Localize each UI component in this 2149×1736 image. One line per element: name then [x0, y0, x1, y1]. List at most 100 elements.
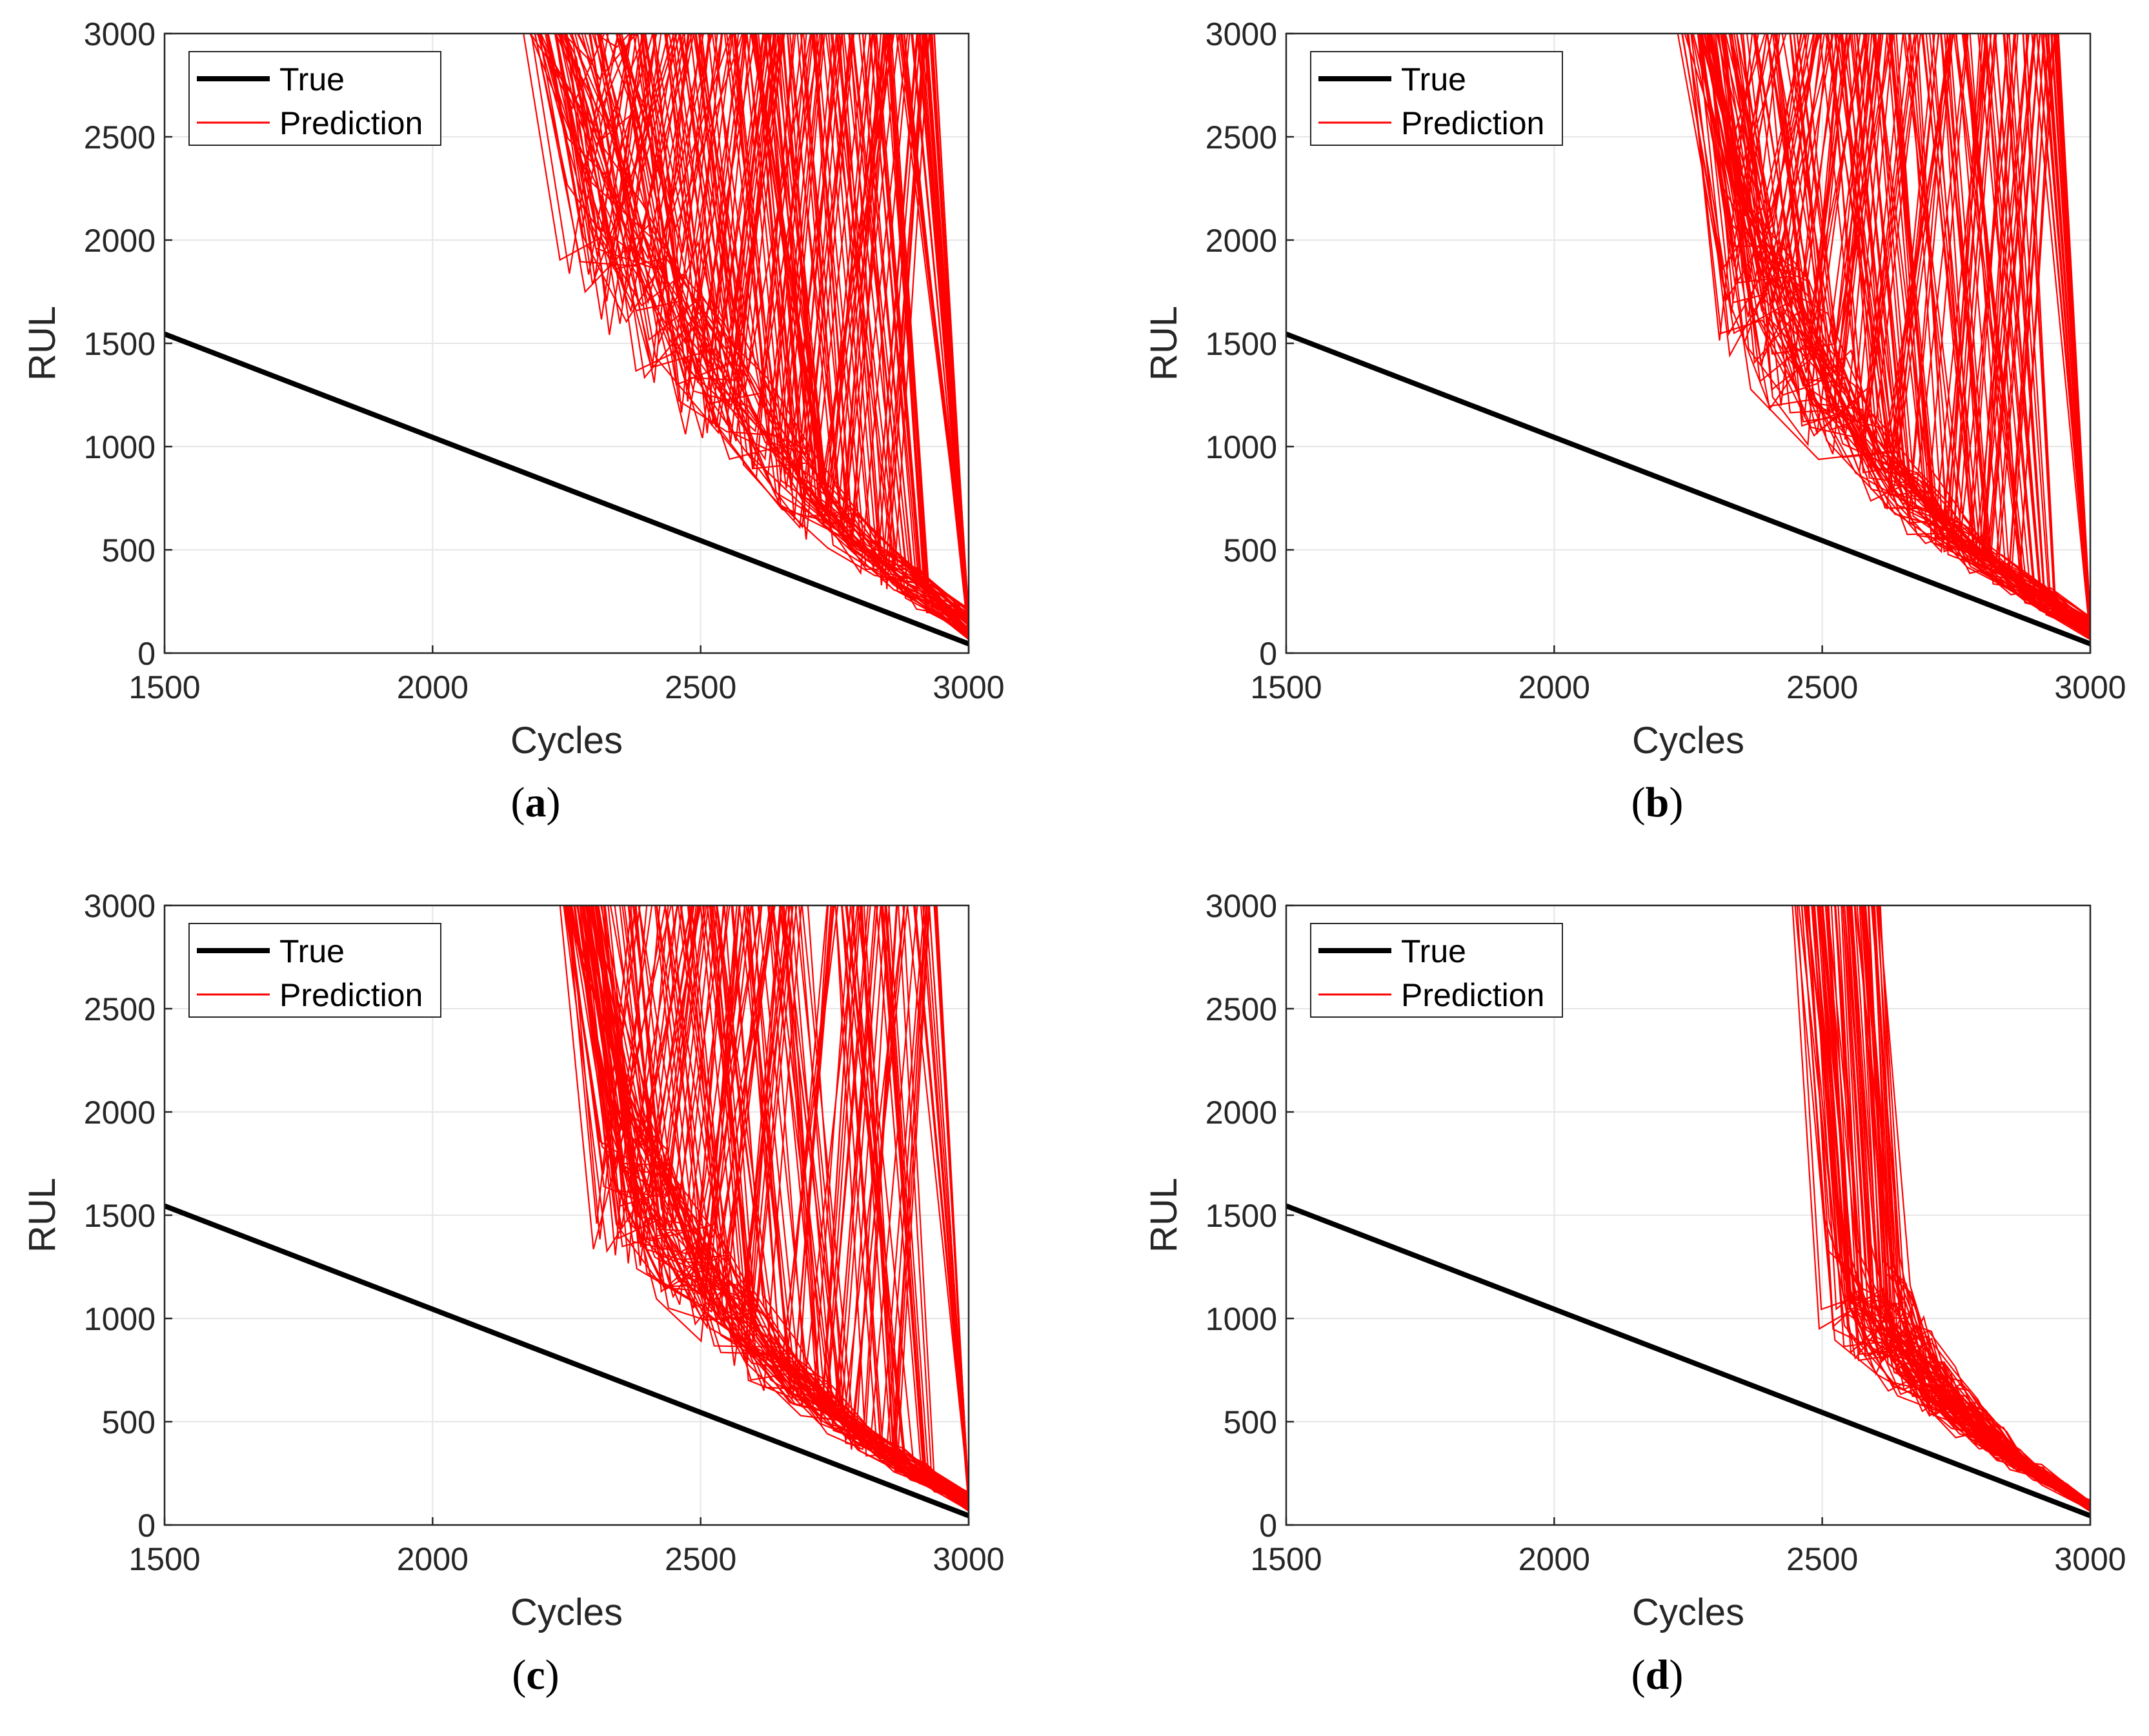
- prediction-series-line: [565, 34, 969, 616]
- prediction-series-line: [569, 905, 969, 1497]
- prediction-series-line: [1692, 34, 2090, 640]
- prediction-series-line: [1710, 34, 2090, 620]
- panel-caption: (c): [512, 1651, 559, 1699]
- x-tick-label: 2500: [665, 669, 736, 705]
- prediction-series-line: [563, 905, 969, 1501]
- prediction-series-line: [556, 34, 969, 632]
- data-layer: [165, 34, 969, 647]
- x-tick-label: 3000: [933, 1541, 1004, 1577]
- prediction-series-line: [597, 34, 969, 638]
- prediction-series-line: [714, 34, 969, 638]
- chart-panel-d: 1500 2000 2500 3000 0 500 1000 1500 2000 2500 3000…: [1143, 888, 2126, 1699]
- data-layer: [1286, 34, 2090, 647]
- prediction-series-line: [529, 34, 969, 615]
- y-tick-label: 500: [102, 532, 156, 569]
- prediction-series-line: [1766, 34, 2090, 639]
- y-axis-label: RUL: [1143, 306, 1185, 381]
- legend-box: [188, 923, 441, 1018]
- x-tick-label: 2500: [1786, 669, 1858, 705]
- prediction-series-line: [1819, 905, 2090, 1505]
- prediction-series-line: [590, 905, 969, 1502]
- legend-box: [1310, 51, 1563, 146]
- prediction-series-line: [580, 905, 969, 1504]
- y-tick-label: 1000: [1206, 429, 1277, 465]
- prediction-series-line: [1864, 905, 2090, 1511]
- x-tick-label: 1500: [1250, 669, 1322, 705]
- prediction-series-line: [1681, 34, 2090, 621]
- y-tick-label: 3000: [1206, 16, 1277, 52]
- prediction-series-line: [619, 34, 969, 609]
- x-tick-label: 2000: [1518, 1541, 1590, 1577]
- prediction-series-line: [1862, 905, 2090, 1508]
- true-series-line: [1286, 331, 2090, 647]
- prediction-series-line: [638, 905, 969, 1506]
- panel-caption: (a): [511, 779, 561, 826]
- prediction-series-line: [576, 905, 969, 1494]
- prediction-series-line: [1728, 34, 2090, 639]
- true-series-line: [165, 331, 969, 647]
- prediction-series-line: [569, 905, 969, 1494]
- prediction-series-line: [560, 34, 969, 618]
- y-tick-label: 2500: [1206, 119, 1277, 156]
- prediction-series-line: [564, 905, 969, 1502]
- prediction-series-line: [523, 34, 969, 625]
- prediction-series-line: [1819, 905, 2090, 1506]
- prediction-series-line: [1773, 34, 2090, 628]
- prediction-series-line: [557, 34, 969, 611]
- prediction-series-line: [570, 34, 969, 623]
- legend-label-true: True: [279, 933, 345, 969]
- prediction-series-line: [627, 905, 969, 1500]
- prediction-series-line: [1704, 34, 2090, 627]
- x-tick-label: 2500: [1786, 1541, 1858, 1577]
- prediction-series-line: [600, 34, 969, 627]
- prediction-series-line: [536, 34, 969, 631]
- legend-label-prediction: Prediction: [279, 105, 423, 141]
- prediction-series-line: [1701, 34, 2090, 634]
- prediction-series-line: [1710, 34, 2090, 625]
- y-tick-label: 1500: [1206, 326, 1277, 362]
- y-tick-label: 1500: [1206, 1198, 1277, 1234]
- x-tick-label: 1500: [128, 1541, 200, 1577]
- prediction-series-line: [588, 34, 969, 609]
- y-tick-label: 0: [137, 636, 156, 672]
- prediction-series-line: [604, 905, 969, 1511]
- y-tick-label: 2000: [1206, 1095, 1277, 1131]
- x-axis-label: Cycles: [510, 720, 623, 762]
- prediction-series-line: [664, 905, 969, 1493]
- y-tick-label: 1500: [84, 326, 156, 362]
- legend-box: [188, 51, 441, 146]
- prediction-series-line: [1963, 34, 2090, 628]
- prediction-series-line: [583, 905, 969, 1509]
- prediction-series-line: [773, 34, 969, 620]
- prediction-series-line: [614, 905, 969, 1503]
- y-tick-label: 2000: [1206, 223, 1277, 259]
- prediction-series-line: [1724, 34, 2090, 632]
- prediction-series-line: [1730, 34, 2090, 640]
- y-axis-label: RUL: [21, 1178, 63, 1253]
- chart-panel-c: 1500 2000 2500 3000 0 500 1000 1500 2000 2500 3000…: [21, 888, 1005, 1699]
- y-tick-label: 3000: [84, 16, 156, 52]
- prediction-series-line: [576, 34, 969, 635]
- data-layer: [165, 905, 969, 1519]
- y-tick-label: 2500: [84, 991, 156, 1027]
- y-tick-label: 2000: [84, 223, 156, 259]
- prediction-series-line: [1700, 34, 2090, 639]
- x-tick-label: 2000: [1518, 669, 1590, 705]
- prediction-series-line: [1715, 34, 2090, 619]
- legend-label-true: True: [1401, 933, 1466, 969]
- x-tick-label: 3000: [2054, 669, 2126, 705]
- legend-label-prediction: Prediction: [1401, 105, 1544, 141]
- chart-panel-b: 1500 2000 2500 3000 0 500 1000 1500 2000 2500 3000…: [1143, 16, 2126, 826]
- y-tick-label: 0: [1259, 1508, 1277, 1544]
- x-tick-label: 2000: [397, 669, 469, 705]
- prediction-series-line: [601, 905, 969, 1499]
- legend: True Prediction: [188, 923, 441, 1018]
- legend-label-prediction: Prediction: [279, 977, 423, 1013]
- prediction-series-line: [1718, 34, 2090, 620]
- y-tick-label: 0: [137, 1508, 156, 1544]
- panel-caption: (d): [1631, 1651, 1684, 1699]
- y-axis-label: RUL: [21, 306, 63, 381]
- prediction-series-line: [642, 34, 969, 636]
- legend: True Prediction: [188, 51, 441, 146]
